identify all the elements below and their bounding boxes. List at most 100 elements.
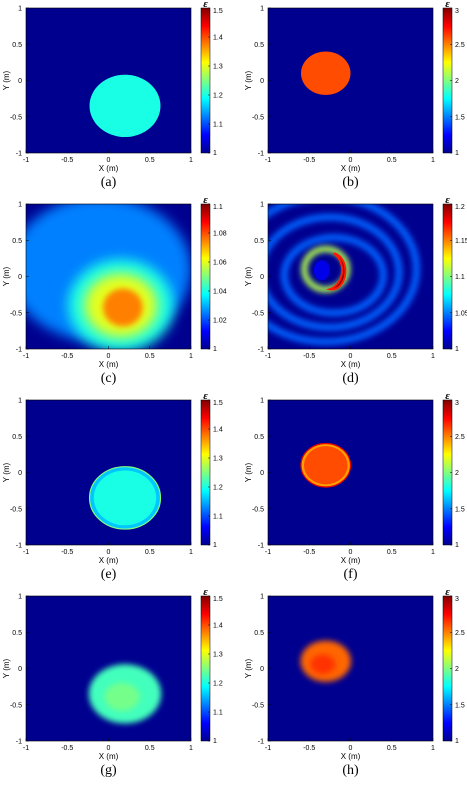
colorbar-tick-label: 1 xyxy=(455,738,459,745)
colorbar-tick-label: 1.5 xyxy=(213,400,223,407)
x-axis-label: X (m) xyxy=(99,752,119,761)
x-tick-label: -0.5 xyxy=(61,745,73,752)
x-tick-label: 0.5 xyxy=(387,549,397,556)
y-tick-label: -0.5 xyxy=(10,114,22,121)
colorbar-title: ε xyxy=(203,194,208,206)
x-axis-label: X (m) xyxy=(341,164,361,173)
y-tick-label: -1 xyxy=(16,151,22,158)
panel-caption: (c) xyxy=(101,371,117,386)
colorbar-tick-label: 1.4 xyxy=(213,35,223,42)
colorbar-tick-label: 1.2 xyxy=(213,681,223,688)
x-tick-label: -0.5 xyxy=(303,745,315,752)
heatmap-d xyxy=(268,204,433,349)
colorbar-tick-label: 1.05 xyxy=(455,310,467,317)
artifact-ring xyxy=(268,213,403,331)
y-tick-label: -1 xyxy=(258,151,264,158)
ring-outline xyxy=(301,245,351,293)
colorbar-title: ε xyxy=(445,586,450,598)
scatterer-disc xyxy=(89,74,161,138)
y-tick-label: 1 xyxy=(18,202,22,209)
heatmap-background xyxy=(268,8,433,153)
colorbar: 1.2 1.15 1.1 1.05 1 ε xyxy=(442,194,467,353)
colorbar-tick-label: 1.5 xyxy=(213,596,223,603)
x-tick-label: -0.5 xyxy=(303,157,315,164)
x-tick-label: 1 xyxy=(189,157,193,164)
y-tick-label: 0 xyxy=(18,666,22,673)
colorbar-tick-label: 1.4 xyxy=(213,427,223,434)
y-axis-label: Y (m) xyxy=(244,70,253,90)
colorbar-title: ε xyxy=(445,194,450,206)
x-tick-label: 0 xyxy=(349,353,353,360)
x-tick-label: 0.5 xyxy=(145,353,155,360)
colorbar-tick-label: 1 xyxy=(213,542,217,549)
y-tick-label: 0.5 xyxy=(254,42,264,49)
x-tick-label: 0.5 xyxy=(387,157,397,164)
colorbar-tick-label: 3 xyxy=(455,8,459,15)
colorbar-tick-label: 2 xyxy=(455,470,459,477)
colorbar-gradient xyxy=(200,595,211,742)
heatmap-f xyxy=(268,400,433,545)
y-tick-label: 0 xyxy=(18,78,22,85)
x-tick-label: 0.5 xyxy=(387,353,397,360)
colorbar-tick-label: 1.3 xyxy=(213,456,223,463)
colorbar: 1.5 1.4 1.3 1.2 1.1 1 ε xyxy=(200,0,223,157)
x-axis-label: X (m) xyxy=(99,164,119,173)
x-tick-label: -0.5 xyxy=(61,157,73,164)
x-axis-label: X (m) xyxy=(341,752,361,761)
x-tick-label: 1 xyxy=(431,353,435,360)
colorbar-tick-label: 1.3 xyxy=(213,64,223,71)
y-tick-label: -1 xyxy=(258,347,264,354)
colorbar-tick-label: 1.2 xyxy=(213,93,223,100)
y-tick-label: 0.5 xyxy=(254,238,264,245)
colorbar-gradient xyxy=(200,203,211,350)
colorbar: 1.5 1.4 1.3 1.2 1.1 1 ε xyxy=(200,586,223,745)
y-tick-label: -1 xyxy=(16,347,22,354)
y-tick-label: 1 xyxy=(18,6,22,13)
heatmap-a xyxy=(26,8,191,153)
artifact-ring xyxy=(280,234,387,317)
y-tick-label: -1 xyxy=(16,543,22,550)
colorbar: 1.1 1.08 1.06 1.04 1.02 1 ε xyxy=(200,194,227,353)
y-axis-label: Y (m) xyxy=(2,70,11,90)
colorbar-gradient xyxy=(200,399,211,546)
x-tick-label: 0 xyxy=(107,745,111,752)
panel-f: -1 -0.5 0 0.5 1 -1 -0.5 0 0.5 1 X (m) Y (m) (f) 3 2.5 2… xyxy=(244,390,465,582)
heatmap-background xyxy=(268,596,433,741)
y-axis-label: Y (m) xyxy=(244,266,253,286)
heatmap-c xyxy=(26,204,191,349)
scatterer-core xyxy=(93,470,157,526)
colorbar-title: ε xyxy=(203,586,208,598)
panel-e: -1 -0.5 0 0.5 1-1-0.500.51X (m)Y (m)(e)1.51.… xyxy=(2,390,223,582)
x-axis-label: X (m) xyxy=(99,556,119,565)
y-tick-label: 0.5 xyxy=(12,42,22,49)
x-tick-label: 0 xyxy=(349,157,353,164)
x-axis-label: X (m) xyxy=(341,360,361,369)
x-tick-label: 0.5 xyxy=(145,157,155,164)
colorbar-tick-label: 1.08 xyxy=(213,231,227,238)
y-tick-label: 0 xyxy=(260,274,264,281)
panel-caption: (d) xyxy=(342,371,359,386)
x-tick-label: -1 xyxy=(265,157,271,164)
heatmap-h xyxy=(268,596,433,741)
heatmap-g xyxy=(26,596,191,741)
colorbar-tick-label: 1.1 xyxy=(213,514,223,521)
colorbar-tick-label: 3 xyxy=(455,400,459,407)
y-tick-label: 0 xyxy=(18,274,22,281)
colorbar: 3 2.5 2 1.5 1 ε xyxy=(442,0,465,157)
panel-caption: (g) xyxy=(100,763,117,778)
colorbar-title: ε xyxy=(445,0,450,10)
colorbar-gradient xyxy=(200,7,211,154)
panel-caption: (h) xyxy=(342,763,359,778)
x-tick-label: -1 xyxy=(265,353,271,360)
y-tick-label: -0.5 xyxy=(252,114,264,121)
panel-g: -1 -0.5 0 0.5 1-1-0.500.51X (m)Y (m)(g)1.51.… xyxy=(2,586,223,778)
colorbar-tick-label: 1.2 xyxy=(455,204,465,211)
colorbar-tick-label: 1 xyxy=(213,738,217,745)
colorbar-tick-label: 1.06 xyxy=(213,260,227,267)
blob-peak xyxy=(103,288,143,327)
colorbar-tick-label: 1 xyxy=(455,542,459,549)
x-axis-label: X (m) xyxy=(341,556,361,565)
y-tick-label: 0.5 xyxy=(254,630,264,637)
y-tick-label: -0.5 xyxy=(252,702,264,709)
